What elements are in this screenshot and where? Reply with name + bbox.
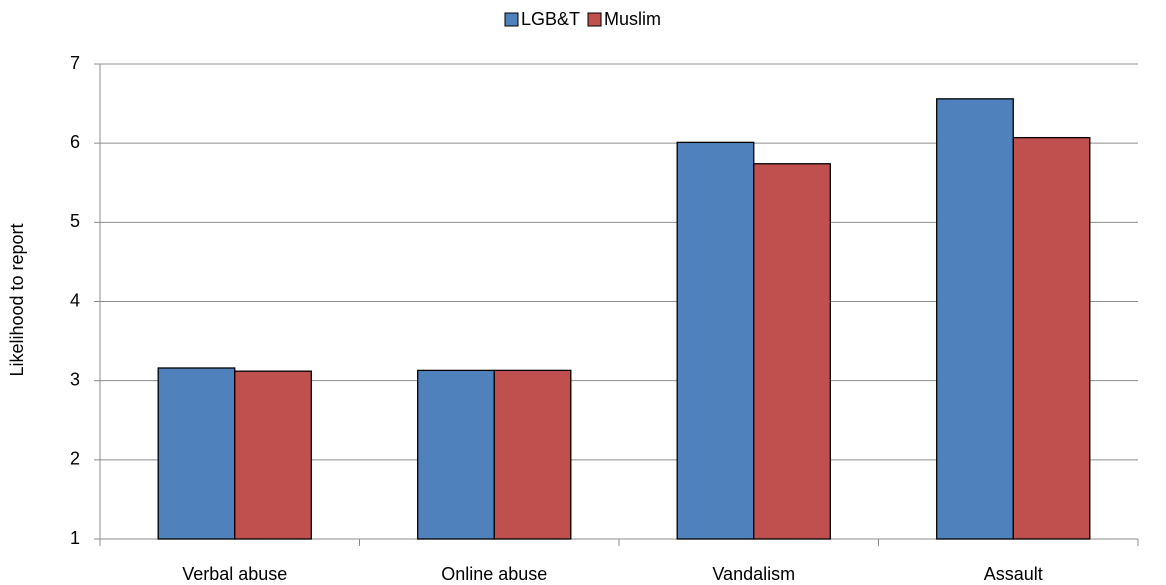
bar [493,369,572,540]
bar [936,98,1014,540]
y-tick-label: 7 [70,53,80,73]
legend-swatch [504,12,519,27]
bar [234,370,312,540]
legend-label: Muslim [604,9,661,29]
y-tick-label: 5 [70,211,80,231]
bar [417,369,495,540]
x-tick-label: Vandalism [712,564,795,584]
legend-swatch [587,12,602,27]
bar [676,141,755,540]
x-tick-label: Assault [984,564,1043,584]
y-tick-label: 4 [70,290,80,310]
y-tick-label: 3 [70,369,80,389]
y-tick-label: 1 [70,528,80,548]
legend-label: LGB&T [521,9,580,29]
bar [1012,136,1091,540]
y-tick-label: 6 [70,132,80,152]
bar [157,367,236,540]
x-tick-label: Online abuse [441,564,547,584]
bar [753,163,831,540]
y-axis-label: Likelihood to report [7,223,27,376]
y-tick-label: 2 [70,449,80,469]
x-tick-label: Verbal abuse [182,564,287,584]
